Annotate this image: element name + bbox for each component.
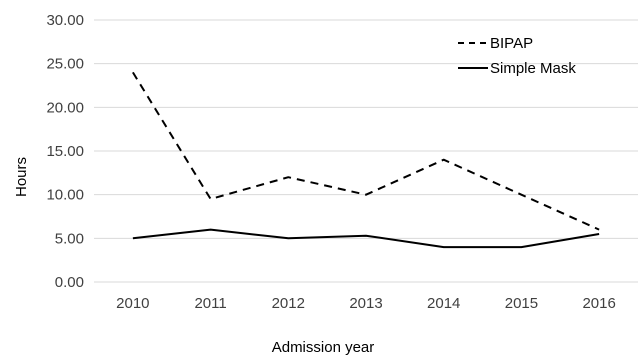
y-tick-label: 20.00 xyxy=(46,99,84,116)
y-tick-label: 0.00 xyxy=(55,274,84,291)
x-tick-label: 2011 xyxy=(194,295,226,312)
y-axis-title: Hours xyxy=(13,157,30,197)
legend-label-bipap: BIPAP xyxy=(490,35,533,52)
y-tick-labels: 0.00 5.00 10.00 15.00 20.00 25.00 30.00 xyxy=(46,12,84,291)
x-tick-label: 2014 xyxy=(427,295,460,312)
y-tick-label: 15.00 xyxy=(46,143,84,160)
x-tick-label: 2010 xyxy=(116,295,149,312)
y-tick-label: 25.00 xyxy=(46,56,84,73)
x-tick-label: 2016 xyxy=(582,295,615,312)
y-tick-label: 5.00 xyxy=(55,230,84,247)
x-tick-label: 2012 xyxy=(272,295,305,312)
legend: BIPAP Simple Mask xyxy=(458,35,576,77)
x-axis-title: Admission year xyxy=(272,339,375,356)
x-tick-label: 2013 xyxy=(349,295,382,312)
x-tick-labels: 2010 2011 2012 2013 2014 2015 2016 xyxy=(116,295,616,312)
series-lines xyxy=(132,71,600,249)
y-tick-label: 30.00 xyxy=(46,12,84,29)
x-tick-label: 2015 xyxy=(505,295,538,312)
legend-label-simple-mask: Simple Mask xyxy=(490,60,576,77)
y-tick-label: 10.00 xyxy=(46,187,84,204)
